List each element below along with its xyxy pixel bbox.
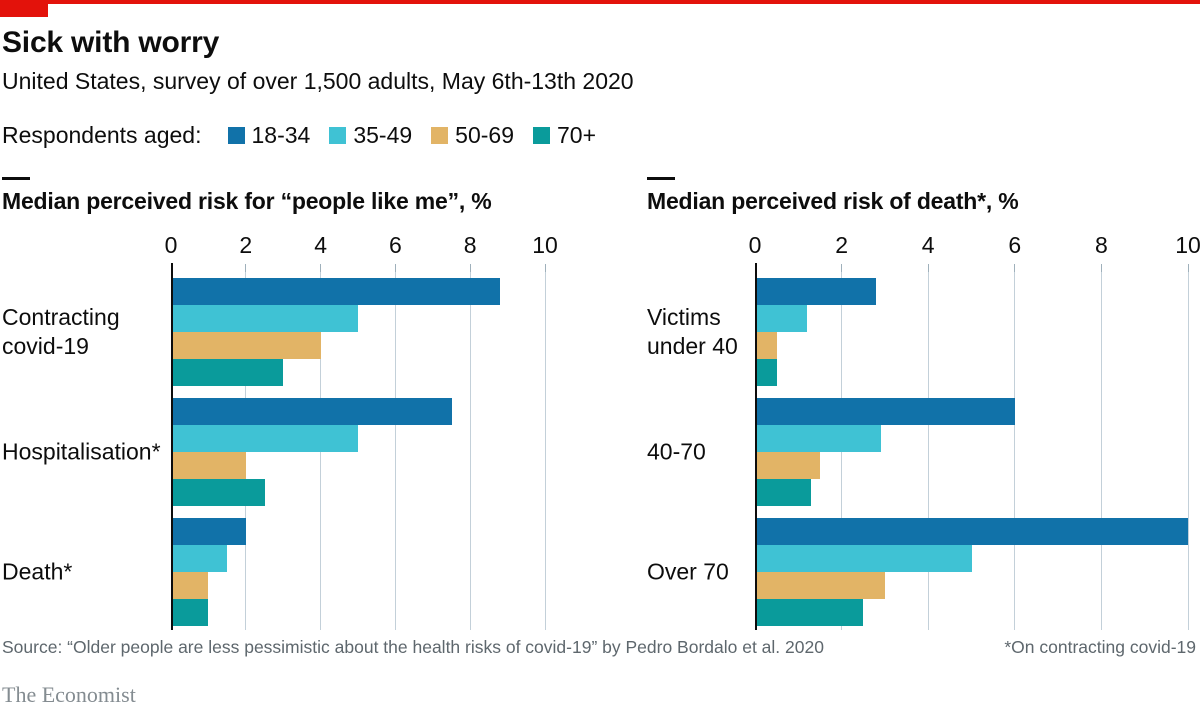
category-label: 40-70 <box>647 438 706 465</box>
legend-items: 18-34 35-49 50-69 70+ <box>227 122 596 149</box>
chart-risk-of-death: Median perceived risk of death*, % 0 2 4 6 8… <box>645 172 1200 634</box>
category-label: Contracting covid-19 <box>2 304 120 359</box>
page-title: Sick with worry <box>2 26 220 59</box>
axis-tick <box>1187 264 1189 273</box>
category-label: Death* <box>2 558 73 585</box>
gridline <box>469 272 471 630</box>
gridline <box>1187 272 1189 630</box>
legend-item-label: 50-69 <box>455 122 514 148</box>
legend-swatch-18-34 <box>227 127 245 144</box>
legend-item-label: 18-34 <box>251 122 311 148</box>
bar-70+ <box>171 599 208 626</box>
gridline <box>394 272 396 630</box>
gridline <box>927 272 929 630</box>
bar-35-49 <box>755 425 881 452</box>
bar-50-69 <box>171 452 246 479</box>
page-subtitle: United States, survey of over 1,500 adul… <box>2 68 634 94</box>
axis-tick-label: 6 <box>1008 232 1022 258</box>
bar-35-49 <box>171 545 227 572</box>
bar-35-49 <box>171 425 358 452</box>
bar-18-34 <box>171 278 500 305</box>
legend-item-18-34: 18-34 <box>227 122 311 149</box>
masthead-strip <box>0 0 1200 4</box>
axis-tick <box>320 264 322 273</box>
panel-rule <box>2 177 30 180</box>
legend-swatch-70+ <box>532 127 550 144</box>
bar-70+ <box>171 479 265 506</box>
source-note: Source: “Older people are less pessimist… <box>2 637 824 657</box>
legend: Respondents aged: 18-34 35-49 50-69 70+ <box>2 122 596 149</box>
axis-tick <box>469 264 471 273</box>
bar-18-34 <box>171 398 452 425</box>
legend-item-70+: 70+ <box>532 122 596 149</box>
masthead-block <box>0 0 48 17</box>
axis-tick <box>841 264 843 273</box>
axis-tick-label: 8 <box>1094 232 1108 258</box>
axis-tick-label: 2 <box>835 232 848 258</box>
legend-item-label: 70+ <box>556 122 596 148</box>
axis-tick <box>245 264 247 273</box>
axis-tick-label: 10 <box>532 232 558 258</box>
bar-50-69 <box>171 332 321 359</box>
bar-35-49 <box>755 545 972 572</box>
legend-label: Respondents aged: <box>2 122 202 148</box>
axis-tick-label: 4 <box>314 232 327 258</box>
bar-18-34 <box>755 518 1188 545</box>
axis-tick-label: 6 <box>388 232 402 258</box>
bar-50-69 <box>755 452 820 479</box>
axis-line <box>171 263 173 630</box>
category-label: Hospitalisation* <box>2 438 161 465</box>
bar-50-69 <box>755 332 777 359</box>
bar-70+ <box>755 599 863 626</box>
axis-tick <box>544 264 546 273</box>
axis-tick <box>394 264 396 273</box>
bar-18-34 <box>755 398 1015 425</box>
legend-swatch-35-49 <box>329 127 347 144</box>
axis-tick <box>927 264 929 273</box>
legend-item-label: 35-49 <box>353 122 413 148</box>
bar-50-69 <box>171 572 208 599</box>
axis-tick-label: 0 <box>164 232 178 258</box>
economist-wordmark: The Economist <box>2 682 136 707</box>
bar-70+ <box>755 359 777 386</box>
bar-18-34 <box>171 518 246 545</box>
chart-title: Median perceived risk for “people like m… <box>2 188 492 214</box>
plot-area <box>755 263 1189 630</box>
bar-35-49 <box>171 305 358 332</box>
bar-70+ <box>171 359 283 386</box>
gridline <box>544 272 546 630</box>
axis-tick-label: 2 <box>239 232 253 258</box>
chart-people-like-me: Median perceived risk for “people like m… <box>0 172 610 634</box>
plot-area <box>171 263 546 630</box>
legend-item-35-49: 35-49 <box>329 122 412 149</box>
bar-18-34 <box>755 278 876 305</box>
gridline <box>1100 272 1102 630</box>
axis-tick-label: 10 <box>1175 232 1200 258</box>
axis-tick-label: 8 <box>463 232 477 258</box>
category-label: Over 70 <box>647 558 729 585</box>
axis-tick <box>1100 264 1102 273</box>
bar-70+ <box>755 479 811 506</box>
panel-rule <box>647 177 675 180</box>
legend-swatch-50-69 <box>431 127 449 144</box>
axis-tick-label: 4 <box>921 232 935 258</box>
category-label: Victims under 40 <box>647 304 738 359</box>
chart-title: Median perceived risk of death*, % <box>647 188 1019 214</box>
legend-item-50-69: 50-69 <box>431 122 514 149</box>
bar-50-69 <box>755 572 885 599</box>
axis-line <box>755 263 757 630</box>
footnote: *On contracting covid-19 <box>1004 637 1196 657</box>
gridline <box>1014 272 1016 630</box>
axis-tick-label: 0 <box>748 232 762 258</box>
axis-tick <box>1014 264 1016 273</box>
bar-35-49 <box>755 305 807 332</box>
